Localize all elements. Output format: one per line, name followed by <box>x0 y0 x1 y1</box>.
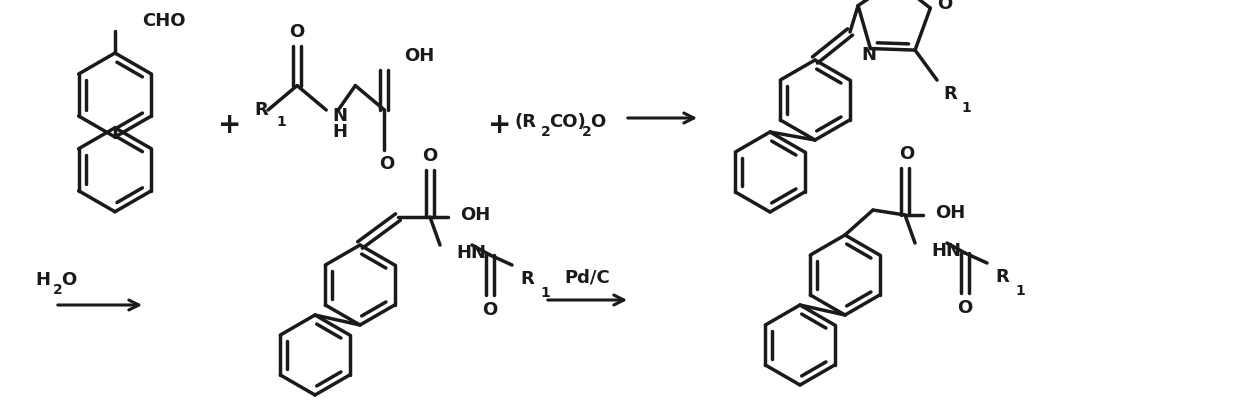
Text: O: O <box>899 145 915 163</box>
Text: +: + <box>218 111 242 139</box>
Text: 1: 1 <box>277 115 285 129</box>
Text: CO): CO) <box>549 113 585 131</box>
Text: N: N <box>861 45 875 63</box>
Text: 1: 1 <box>539 286 549 300</box>
Text: 1: 1 <box>961 101 971 115</box>
Text: CHO: CHO <box>143 12 186 30</box>
Text: HN: HN <box>931 242 961 260</box>
Text: 2: 2 <box>541 125 551 139</box>
Text: R: R <box>994 268 1009 286</box>
Text: R: R <box>520 270 533 288</box>
Text: 2: 2 <box>53 283 63 297</box>
Text: 1: 1 <box>1016 284 1024 298</box>
Text: R: R <box>254 101 268 119</box>
Text: H: H <box>35 271 50 289</box>
Text: HN: HN <box>456 244 486 262</box>
Text: O: O <box>378 155 394 173</box>
Text: O: O <box>423 147 438 165</box>
Text: +: + <box>489 111 512 139</box>
Text: O: O <box>957 299 972 317</box>
Text: OH: OH <box>404 47 435 65</box>
Text: 2: 2 <box>582 125 591 139</box>
Text: O: O <box>482 301 497 319</box>
Text: R: R <box>944 85 957 103</box>
Text: O: O <box>936 0 952 13</box>
Text: O: O <box>590 113 605 131</box>
Text: (R: (R <box>515 113 537 131</box>
Text: O: O <box>61 271 76 289</box>
Text: OH: OH <box>935 204 965 222</box>
Text: H: H <box>332 123 347 141</box>
Text: O: O <box>289 23 305 40</box>
Text: N: N <box>332 107 347 125</box>
Text: OH: OH <box>460 206 490 224</box>
Text: Pd/C: Pd/C <box>564 269 610 287</box>
